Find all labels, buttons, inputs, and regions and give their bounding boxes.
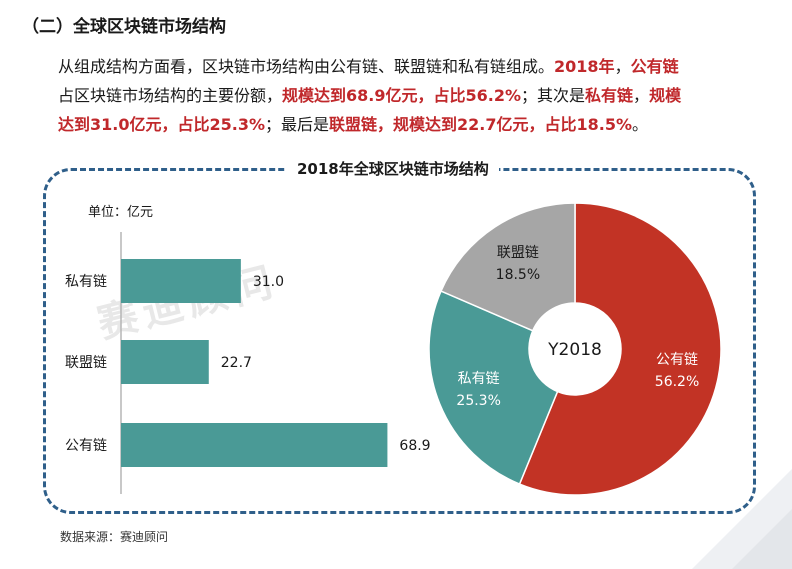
intro-paragraph: 从组成结构方面看，区块链市场结构由公有链、联盟链和私有链组成。2018年，公有链…: [58, 52, 758, 139]
paragraph-line-2: 占区块链市场结构的主要份额，规模达到68.9亿元，占比56.2%；其次是私有链，…: [58, 86, 682, 105]
chart-title: 2018年全球区块链市场结构: [287, 156, 499, 181]
paragraph-line-1: 从组成结构方面看，区块链市场结构由公有链、联盟链和私有链组成。2018年，公有链: [58, 57, 679, 76]
corner-decoration: [692, 469, 792, 569]
paragraph-line-3: 达到31.0亿元，占比25.3%；最后是联盟链，规模达到22.7亿元，占比18.…: [58, 115, 649, 134]
data-source: 数据来源：赛迪顾问: [60, 530, 169, 544]
section-title: （二）全球区块链市场结构: [22, 17, 226, 37]
unit-label: 单位：亿元: [88, 205, 154, 220]
